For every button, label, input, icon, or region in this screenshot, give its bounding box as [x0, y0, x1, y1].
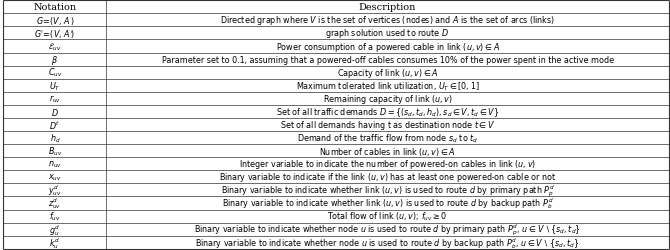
Text: Binary variable to indicate whether link $(u, v)$ is used to route $d$ by backup: Binary variable to indicate whether link… — [222, 196, 553, 210]
Text: $x_{uv}$: $x_{uv}$ — [48, 172, 62, 182]
Text: Maximum tolerated link utilization, $U_T \in [0, 1]$: Maximum tolerated link utilization, $U_T… — [295, 80, 479, 92]
Text: Total flow of link $(u, v)$; $f_{uv} \geq 0$: Total flow of link $(u, v)$; $f_{uv} \ge… — [328, 210, 448, 222]
Text: Binary variable to indicate whether link $(u, v)$ is used to route $d$ by primar: Binary variable to indicate whether link… — [220, 182, 555, 198]
Text: $g_u^d$: $g_u^d$ — [50, 222, 60, 237]
Text: Capacity of link $(u, v) \in A$: Capacity of link $(u, v) \in A$ — [337, 66, 438, 79]
Text: $n_{uv}$: $n_{uv}$ — [48, 159, 62, 169]
Text: $D$: $D$ — [51, 106, 59, 118]
Text: $G\!=\!(V,\,A\,)$: $G\!=\!(V,\,A\,)$ — [36, 15, 74, 27]
Text: $\mathcal{E}_{uv}$: $\mathcal{E}_{uv}$ — [48, 41, 62, 52]
Text: $y_{uv}^d$: $y_{uv}^d$ — [48, 183, 62, 198]
Text: $z_{uv}^d$: $z_{uv}^d$ — [48, 196, 62, 210]
Text: $h_d$: $h_d$ — [50, 132, 60, 144]
Text: Notation: Notation — [34, 3, 76, 12]
Text: $f_{uv}$: $f_{uv}$ — [49, 210, 61, 222]
Text: $B_{uv}$: $B_{uv}$ — [48, 145, 62, 157]
Text: Binary variable to indicate if the link $(u, v)$ has at least one powered-on cab: Binary variable to indicate if the link … — [219, 171, 556, 183]
Text: Directed graph where $V$ is the set of vertices (nodes) and $A$ is the set of ar: Directed graph where $V$ is the set of v… — [220, 14, 555, 27]
Text: Demand of the traffic flow from node $s_d$ to $t_d$: Demand of the traffic flow from node $s_… — [297, 132, 478, 144]
Text: $U_T$: $U_T$ — [49, 80, 61, 92]
Text: Binary variable to indicate whether node $u$ is used to route $d$ by primary pat: Binary variable to indicate whether node… — [194, 222, 581, 237]
Text: Remaining capacity of link $(u, v)$: Remaining capacity of link $(u, v)$ — [322, 92, 453, 106]
Text: graph solution used to route $D$: graph solution used to route $D$ — [326, 27, 450, 40]
Text: Number of cables in link $(u, v) \in A$: Number of cables in link $(u, v) \in A$ — [319, 145, 456, 157]
Text: Integer variable to indicate the number of powered-on cables in link $(u, v)$: Integer variable to indicate the number … — [239, 158, 536, 170]
Text: Set of all traffic demands $D = \{(s_d, t_d, h_d), s_d \in V, t_d \in V\}$: Set of all traffic demands $D = \{(s_d, … — [276, 106, 499, 118]
Text: $D^t$: $D^t$ — [50, 119, 60, 131]
Text: $\beta$: $\beta$ — [52, 54, 58, 66]
Text: Power consumption of a powered cable in link $(u, v) \in A$: Power consumption of a powered cable in … — [275, 40, 500, 53]
Text: Set of all demands having t as destination node $t \in V$: Set of all demands having t as destinati… — [280, 118, 495, 132]
Text: $k_u^d$: $k_u^d$ — [50, 235, 60, 250]
Text: Description: Description — [359, 3, 416, 12]
Text: Parameter set to 0.1, assuming that a powered-off cables consumes 10% of the pow: Parameter set to 0.1, assuming that a po… — [161, 56, 614, 64]
Text: Binary variable to indicate whether node $u$ is used to route $d$ by backup path: Binary variable to indicate whether node… — [195, 235, 580, 250]
Text: $G'\!=\!(V,\,A'\!)$: $G'\!=\!(V,\,A'\!)$ — [34, 28, 76, 40]
Text: $r_{uv}$: $r_{uv}$ — [49, 93, 61, 105]
Text: $C_{uv}$: $C_{uv}$ — [48, 67, 62, 79]
